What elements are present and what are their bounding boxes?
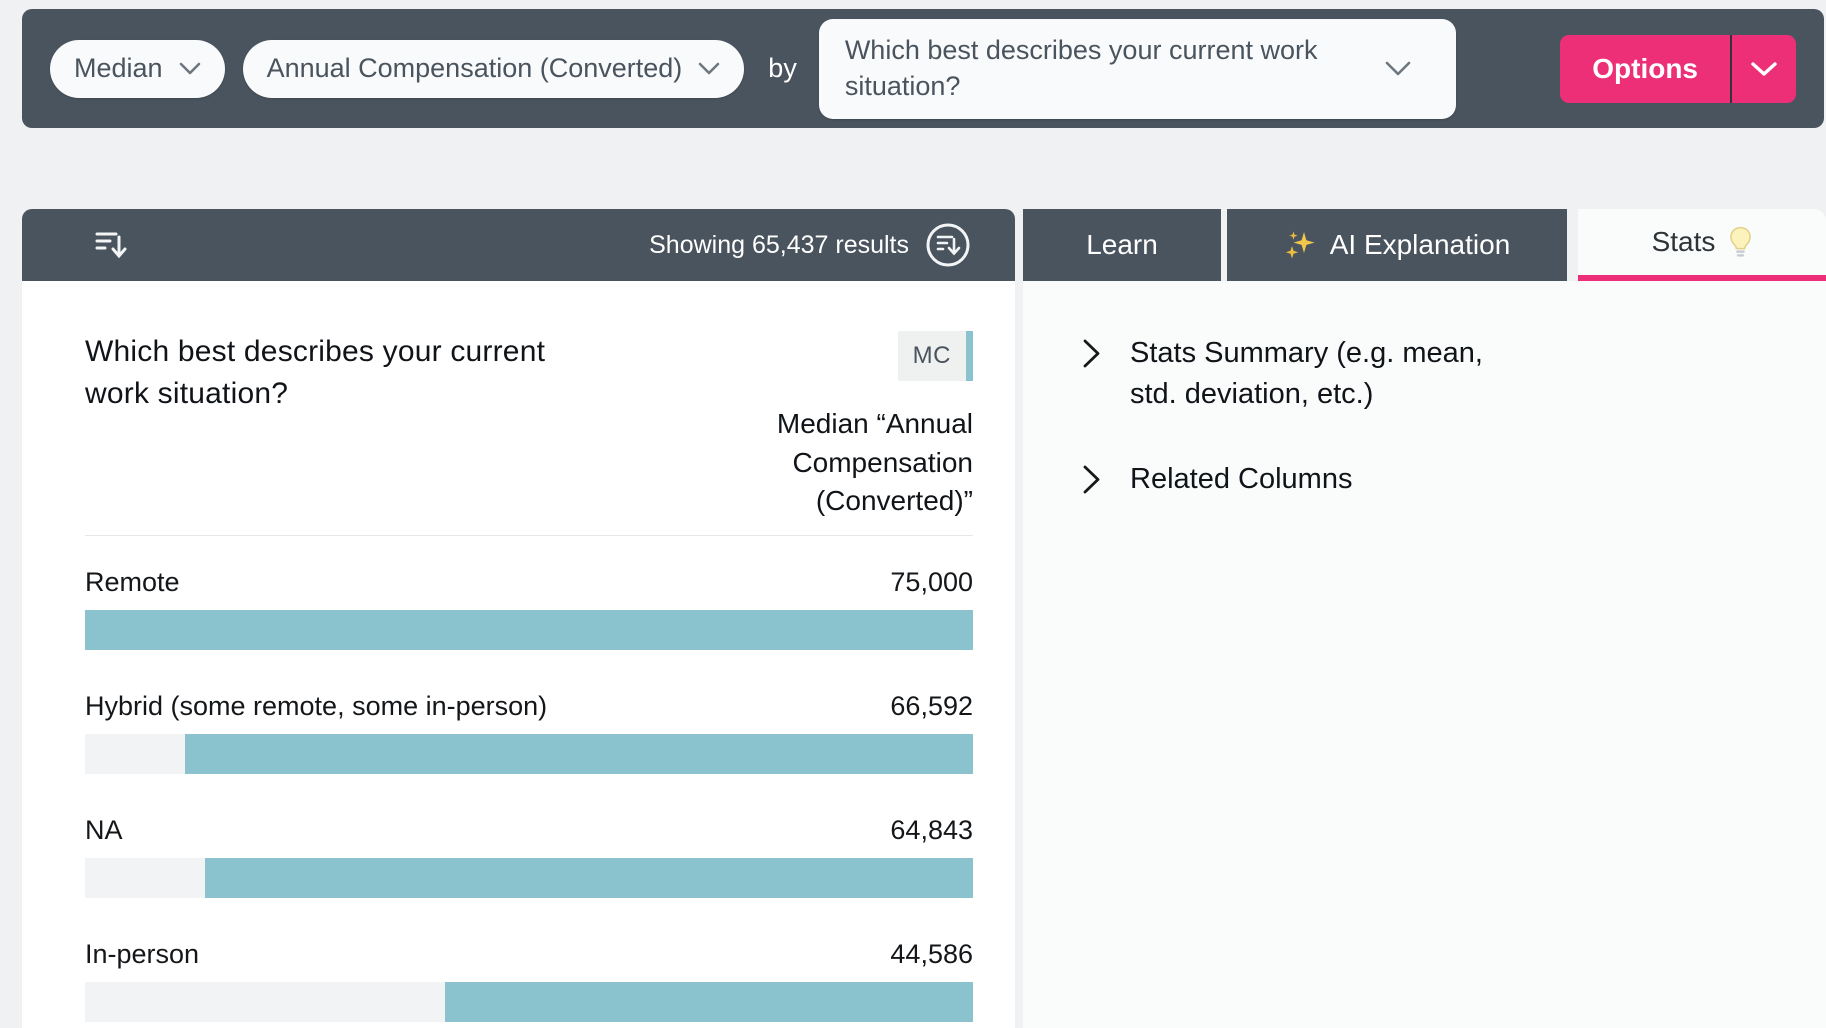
analysis-toolbar: Median Annual Compensation (Converted) b… — [22, 9, 1824, 128]
sort-descending-icon[interactable] — [94, 229, 130, 261]
bar-fill — [184, 733, 973, 774]
options-button[interactable]: Options — [1560, 35, 1730, 103]
chevron-down-icon — [179, 62, 201, 75]
group-by-dropdown[interactable]: Which best describes your current work s… — [818, 18, 1456, 119]
results-bar: Showing 65,437 results — [22, 209, 1015, 281]
bar-value: 44,586 — [890, 938, 973, 969]
bar-row: Remote 75,000 — [85, 566, 973, 650]
tab-stats-label: Stats — [1651, 226, 1716, 257]
related-columns-label: Related Columns — [1130, 463, 1353, 496]
sparkles-icon — [1284, 229, 1316, 261]
bar-fill — [445, 981, 973, 1022]
chevron-down-icon — [1750, 61, 1778, 77]
chart-card: Which best describes your current work s… — [22, 281, 1015, 1028]
chart-card-header: Which best describes your current work s… — [85, 331, 973, 521]
column-type-badge: MC — [897, 331, 973, 381]
question-title: Which best describes your current work s… — [85, 335, 546, 410]
bar-row: Hybrid (some remote, some in-person) 66,… — [85, 690, 973, 774]
bar-label: Hybrid (some remote, some in-person) — [85, 690, 548, 721]
bar-rows: Remote 75,000 Hybrid (some remote, some … — [85, 566, 973, 1022]
tab-learn[interactable]: Learn — [1023, 209, 1221, 281]
aggregation-dropdown[interactable]: Median — [50, 39, 225, 98]
related-columns-toggle[interactable]: Related Columns — [1083, 459, 1796, 500]
bar-row: NA 64,843 — [85, 814, 973, 898]
stats-summary-toggle[interactable]: Stats Summary (e.g. mean, std. deviation… — [1083, 333, 1796, 415]
tab-ai-explanation-label: AI Explanation — [1329, 229, 1511, 260]
bar-track — [85, 733, 973, 774]
bar-fill — [85, 609, 973, 650]
chevron-right-icon — [1083, 465, 1100, 500]
bar-track — [85, 609, 973, 650]
tab-stats[interactable]: Stats — [1578, 209, 1826, 281]
tab-row: Learn AI Explanation Stats — [1023, 209, 1826, 281]
bar-label: NA — [85, 814, 123, 845]
chart-header-right: MC Median “Annual Compensation (Converte… — [761, 331, 973, 521]
bar-track — [85, 857, 973, 898]
options-split-button: Options — [1560, 34, 1796, 103]
options-button-divider — [1730, 34, 1732, 103]
tab-ai-explanation[interactable]: AI Explanation — [1227, 209, 1567, 281]
measure-dropdown[interactable]: Annual Compensation (Converted) — [242, 39, 745, 98]
stats-summary-label: Stats Summary (e.g. mean, std. deviation… — [1130, 337, 1483, 411]
options-menu-button[interactable] — [1732, 35, 1796, 103]
measure-value: Annual Compensation (Converted) — [266, 53, 683, 83]
bar-label: In-person — [85, 938, 200, 969]
group-by-value: Which best describes your current work s… — [844, 34, 1318, 101]
aggregation-value: Median — [74, 53, 163, 83]
chevron-down-icon — [698, 62, 720, 75]
bar-fill — [205, 857, 973, 898]
sort-descending-circle-icon[interactable] — [925, 222, 971, 268]
bar-value: 75,000 — [890, 566, 973, 597]
bar-row: In-person 44,586 — [85, 938, 973, 1022]
chevron-down-icon — [1385, 61, 1411, 76]
header-divider — [85, 534, 973, 536]
chevron-right-icon — [1083, 339, 1100, 415]
measure-header: Median “Annual Compensation (Converted)” — [776, 408, 973, 517]
tab-learn-label: Learn — [1086, 229, 1158, 260]
results-column: Showing 65,437 results Which best descri… — [22, 209, 1015, 1028]
bar-label: Remote — [85, 566, 180, 597]
bar-value: 66,592 — [890, 690, 973, 721]
stats-panel: Stats Summary (e.g. mean, std. deviation… — [1023, 281, 1826, 1028]
bar-track — [85, 981, 973, 1022]
options-button-label: Options — [1592, 52, 1698, 84]
by-label: by — [768, 53, 797, 83]
lightbulb-icon — [1729, 226, 1752, 258]
side-column: Learn AI Explanation Stats — [1023, 209, 1826, 1028]
bar-value: 64,843 — [890, 814, 973, 845]
results-count-text: Showing 65,437 results — [649, 230, 909, 259]
